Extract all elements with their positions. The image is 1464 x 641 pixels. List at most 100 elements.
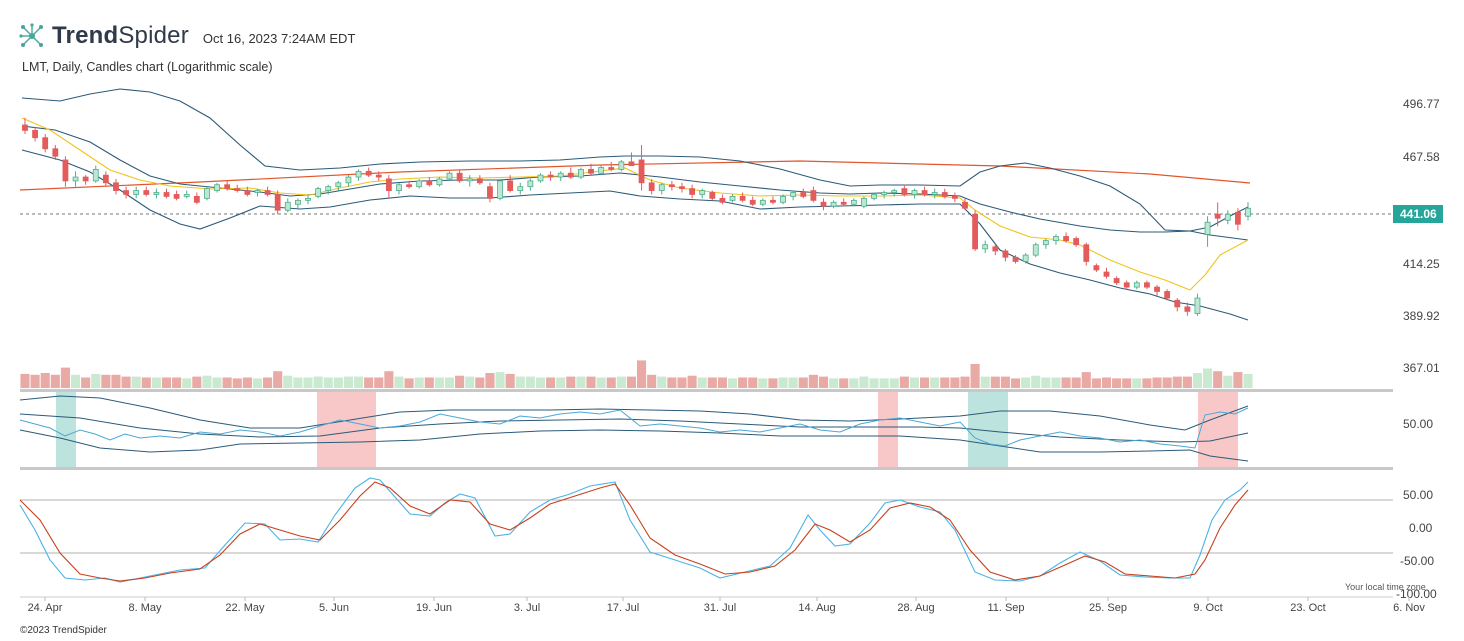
candle-body[interactable] <box>820 201 827 207</box>
candle-body[interactable] <box>234 188 241 191</box>
candle-body[interactable] <box>668 184 675 188</box>
candle-body[interactable] <box>1184 306 1191 312</box>
candle-body[interactable] <box>1032 244 1039 256</box>
candle-body[interactable] <box>1093 265 1100 271</box>
panel-divider[interactable] <box>20 389 1393 392</box>
candle-body[interactable] <box>628 161 635 167</box>
candle-body[interactable] <box>42 137 49 150</box>
candle-body[interactable] <box>1002 250 1009 258</box>
candle-body[interactable] <box>163 192 170 197</box>
candle-body[interactable] <box>1012 256 1019 262</box>
candle-body[interactable] <box>1103 271 1110 277</box>
candle-body[interactable] <box>476 178 483 184</box>
candle-body[interactable] <box>365 170 372 176</box>
candle-body[interactable] <box>739 196 746 201</box>
candle-body[interactable] <box>254 190 261 193</box>
candle-body[interactable] <box>102 174 109 184</box>
candle-body[interactable] <box>1113 278 1120 284</box>
candle-body[interactable] <box>62 159 69 182</box>
candle-body[interactable] <box>406 184 412 188</box>
candle-body[interactable] <box>891 190 898 193</box>
candle-body[interactable] <box>588 169 594 174</box>
candle-body[interactable] <box>770 199 776 203</box>
candle-body[interactable] <box>82 176 89 182</box>
candle-body[interactable] <box>193 196 200 203</box>
candle-body[interactable] <box>901 188 908 195</box>
candle-body[interactable] <box>295 199 301 205</box>
candle-body[interactable] <box>527 180 534 188</box>
candle-body[interactable] <box>466 178 473 182</box>
candle-body[interactable] <box>416 180 423 188</box>
candle-body[interactable] <box>173 194 180 199</box>
candle-body[interactable] <box>426 180 433 186</box>
candle-body[interactable] <box>1234 211 1241 225</box>
candle-body[interactable] <box>517 186 524 191</box>
candle-body[interactable] <box>52 148 59 157</box>
candle-body[interactable] <box>1083 244 1090 262</box>
candle-body[interactable] <box>1133 282 1140 288</box>
candle-body[interactable] <box>274 194 281 211</box>
candle-body[interactable] <box>557 172 564 178</box>
candle-body[interactable] <box>487 186 493 199</box>
candle-body[interactable] <box>1053 236 1059 241</box>
candle-body[interactable] <box>881 192 888 195</box>
candle-body[interactable] <box>567 172 574 178</box>
candle-body[interactable] <box>153 192 160 195</box>
candle-body[interactable] <box>446 172 453 180</box>
candle-body[interactable] <box>1164 291 1171 299</box>
panel-divider[interactable] <box>20 467 1393 470</box>
candle-body[interactable] <box>1073 238 1080 246</box>
candle-body[interactable] <box>871 194 877 199</box>
candle-body[interactable] <box>284 201 291 211</box>
candle-body[interactable] <box>982 244 989 250</box>
candle-body[interactable] <box>749 199 756 205</box>
candle-body[interactable] <box>325 186 332 191</box>
candle-body[interactable] <box>759 199 766 205</box>
candle-body[interactable] <box>22 124 28 131</box>
candle-body[interactable] <box>396 184 402 191</box>
candle-body[interactable] <box>355 170 362 178</box>
candle-body[interactable] <box>32 130 39 139</box>
candle-body[interactable] <box>780 196 786 203</box>
candle-body[interactable] <box>123 190 129 195</box>
candle-body[interactable] <box>941 192 948 197</box>
candle-body[interactable] <box>840 201 847 205</box>
candle-body[interactable] <box>1174 299 1181 308</box>
candle-body[interactable] <box>1154 286 1160 292</box>
candle-body[interactable] <box>385 178 392 191</box>
candle-body[interactable] <box>1204 221 1211 235</box>
candle-body[interactable] <box>315 188 322 197</box>
candle-body[interactable] <box>264 190 271 195</box>
candle-body[interactable] <box>1214 213 1221 219</box>
candle-body[interactable] <box>92 169 99 182</box>
candle-body[interactable] <box>214 184 220 191</box>
candle-body[interactable] <box>679 186 685 190</box>
candle-body[interactable] <box>224 184 231 190</box>
candlestick-series[interactable] <box>22 117 1251 316</box>
candle-body[interactable] <box>1194 297 1201 314</box>
candle-body[interactable] <box>537 174 544 182</box>
candle-body[interactable] <box>1022 254 1029 262</box>
candle-body[interactable] <box>335 182 342 188</box>
candle-body[interactable] <box>992 246 999 252</box>
candle-body[interactable] <box>921 190 928 195</box>
candle-body[interactable] <box>244 190 251 195</box>
candle-body[interactable] <box>143 190 150 195</box>
candle-body[interactable] <box>810 190 817 201</box>
candle-body[interactable] <box>204 188 210 199</box>
candle-body[interactable] <box>305 197 311 201</box>
candle-body[interactable] <box>113 182 119 191</box>
candle-body[interactable] <box>911 190 918 195</box>
candle-body[interactable] <box>658 184 665 191</box>
candle-body[interactable] <box>1123 282 1130 288</box>
candle-body[interactable] <box>648 182 655 191</box>
candle-body[interactable] <box>507 180 514 191</box>
candle-body[interactable] <box>598 167 605 174</box>
candle-body[interactable] <box>962 201 968 209</box>
candle-body[interactable] <box>790 192 797 197</box>
candle-body[interactable] <box>497 180 503 199</box>
candle-body[interactable] <box>709 192 716 199</box>
candle-body[interactable] <box>850 199 857 205</box>
candle-body[interactable] <box>1042 240 1049 246</box>
